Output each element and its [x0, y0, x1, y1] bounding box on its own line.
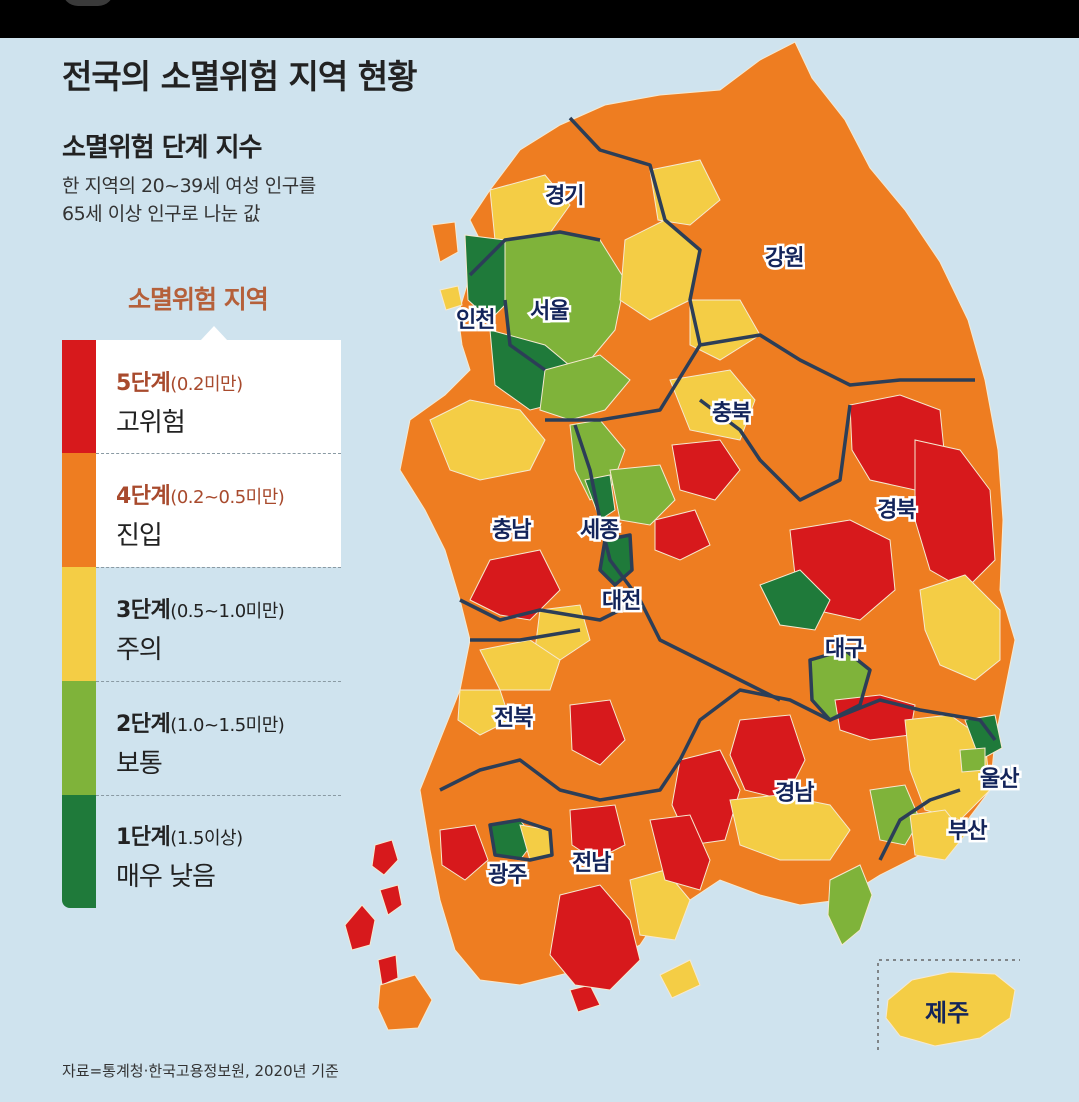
busan-zone: [909, 809, 966, 861]
region-label-jeonbuk: 전북: [494, 706, 533, 731]
gyeongnam-red-zone-3: [649, 814, 711, 891]
legend-swatch-stage2: [62, 681, 96, 795]
top-bar: [0, 0, 1079, 38]
jeonnam-red-zone-1: [439, 824, 489, 881]
legend-range: (0.2미만): [170, 374, 243, 395]
legend-level-label: 보통: [116, 749, 163, 779]
region-label-jeonnam: 전남: [572, 851, 611, 876]
sw-island: [377, 954, 399, 986]
legend-item-stage2: 2단계(1.0~1.5미만) 보통: [116, 706, 341, 780]
korea-map: 경기 강원 인천 서울 충북 충남 세종 대전 경북 대구 전북 광주 전남 경…: [344, 41, 1023, 1050]
gyeongbuk-yellow-zone: [919, 574, 1001, 681]
gyeonggi-ne-zone: [649, 159, 721, 226]
ulsan-zone: [964, 714, 1003, 761]
legend-divider: [96, 795, 341, 796]
description-line-2: 65세 이상 인구로 나눈 값: [62, 203, 261, 225]
region-label-sejong: 세종: [580, 518, 619, 543]
legend-divider: [96, 453, 341, 454]
legend-level-label: 매우 낮음: [116, 862, 216, 892]
legend-divider: [96, 681, 341, 682]
legend-swatch-stage3: [62, 567, 96, 681]
index-subtitle: 소멸위험 단계 지수: [62, 133, 262, 163]
legend-stage-label: 4단계: [116, 484, 171, 509]
legend-stage-label: 3단계: [116, 598, 171, 623]
gyeongnam-yellow-zone: [729, 794, 851, 861]
sw-island: [371, 839, 399, 876]
region-label-seoul: 서울: [530, 299, 569, 324]
jeonnam-red-zone-3: [549, 884, 641, 991]
region-label-incheon: 인천: [456, 308, 494, 333]
legend-title: 소멸위험 지역: [128, 285, 269, 314]
chungbuk-red-zone-2: [654, 509, 711, 561]
legend-item-stage4: 4단계(0.2~0.5미만) 진입: [116, 478, 341, 552]
west-island: [439, 285, 463, 311]
jeonbuk-yellow-zone-2: [457, 689, 511, 736]
region-label-chungbuk: 충북: [712, 401, 751, 426]
legend-item-stage5: 5단계(0.2미만) 고위험: [116, 365, 341, 439]
gyeongbuk-green-zone: [759, 569, 831, 631]
legend-stage-label: 1단계: [116, 825, 171, 850]
sw-island: [344, 904, 376, 951]
description-line-1: 한 지역의 20~39세 여성 인구를: [62, 175, 316, 197]
west-island: [431, 221, 459, 263]
legend-level-label: 고위험: [116, 408, 186, 438]
chungbuk-red-zone: [671, 439, 741, 501]
legend-item-stage3: 3단계(0.5~1.0미만) 주의: [116, 592, 341, 666]
chungnam-coast-zone: [429, 399, 546, 481]
region-label-chungnam: 충남: [492, 518, 531, 543]
region-label-gyeongnam: 경남: [775, 781, 814, 806]
gyeonggi-north-zone: [489, 174, 571, 241]
region-label-busan: 부산: [948, 819, 987, 844]
legend-swatch-stage5: [62, 340, 96, 453]
south-island: [827, 864, 873, 946]
jeonnam-yellow-zone: [629, 869, 691, 941]
incheon-zone: [464, 234, 511, 321]
gyeonggi-south-zone-2: [539, 354, 631, 421]
region-label-gyeongbuk: 경북: [877, 498, 916, 523]
region-label-jeju: 제주: [925, 999, 969, 1027]
legend-range: (1.0~1.5미만): [170, 715, 285, 736]
gyeongbuk-red-zone-2: [914, 439, 996, 591]
region-label-gwangju: 광주: [488, 863, 527, 888]
legend-swatch-stage1: [62, 795, 96, 908]
region-label-gangwon: 강원: [765, 246, 803, 271]
region-label-daegu: 대구: [825, 637, 864, 662]
sw-island: [377, 974, 433, 1031]
legend-item-stage1: 1단계(1.5이상) 매우 낮음: [116, 819, 341, 893]
region-label-ulsan: 울산: [980, 767, 1019, 792]
sw-island: [379, 884, 403, 916]
jeju-island: [885, 971, 1016, 1047]
legend-stage-label: 2단계: [116, 712, 171, 737]
legend-range: (1.5이상): [170, 828, 243, 849]
chungnam-red-zone: [469, 549, 561, 621]
province-borders: [439, 116, 997, 862]
daejeon-zone: [609, 464, 676, 526]
source-note: 자료=통계청·한국고용정보원, 2020년 기준: [62, 1062, 339, 1080]
south-island: [569, 984, 601, 1013]
ulsan-green-zone: [959, 747, 986, 773]
index-description: 한 지역의 20~39세 여성 인구를 65세 이상 인구로 나눈 값: [62, 172, 316, 228]
jeonbuk-red-zone: [569, 699, 626, 766]
gyeongnam-yellow-zone-2: [904, 714, 991, 821]
jeonnam-red-zone-2: [569, 804, 626, 861]
page-title: 전국의 소멸위험 지역 현황: [62, 57, 417, 96]
chungbuk-yellow-zone: [669, 369, 756, 441]
south-island: [659, 959, 701, 999]
legend-swatch-stage4: [62, 453, 96, 567]
jeonbuk-yellow-zone: [479, 639, 561, 691]
legend-stage-label: 5단계: [116, 371, 171, 396]
region-label-gyeonggi: 경기: [545, 184, 583, 209]
region-label-daejeon: 대전: [602, 589, 640, 614]
legend-range: (0.2~0.5미만): [170, 487, 285, 508]
legend-range: (0.5~1.0미만): [170, 601, 285, 622]
jeju-inset-frame: [877, 959, 1020, 1050]
legend-pointer: [200, 326, 228, 341]
legend-level-label: 주의: [116, 635, 163, 665]
legend-level-label: 진입: [116, 521, 163, 551]
logo-icon: [62, 0, 114, 6]
legend-divider: [96, 567, 341, 568]
